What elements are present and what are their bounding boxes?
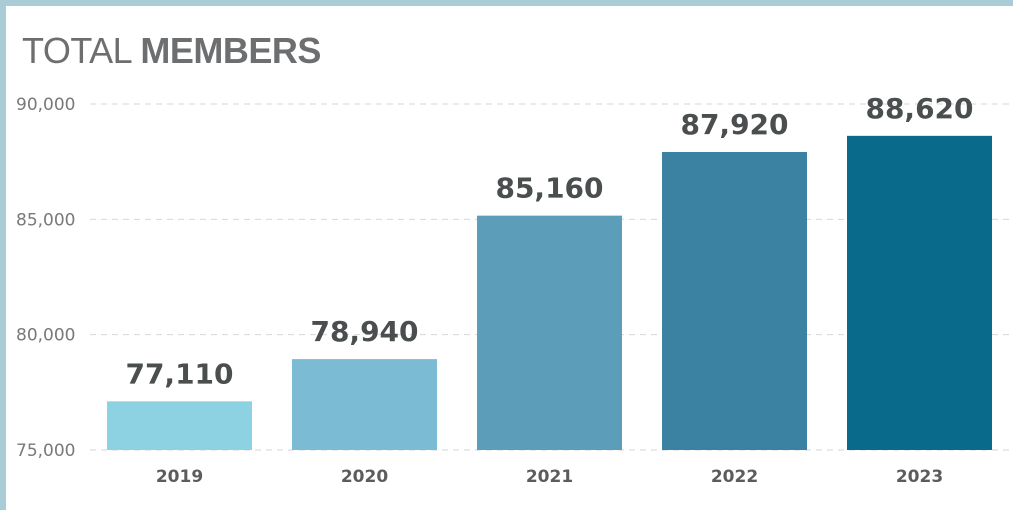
- bar-2022: [662, 151, 807, 450]
- x-tick-label-2020: 2020: [341, 467, 388, 487]
- data-label-2020: 78,940: [310, 315, 418, 348]
- chart-title-light: TOTAL: [22, 30, 131, 71]
- y-tick-label: 90,000: [16, 95, 75, 115]
- data-label-2022: 87,920: [680, 108, 788, 141]
- bar-2021: [477, 215, 622, 450]
- data-labels: 77,110 78,940 85,160 87,920 88,620: [125, 92, 973, 390]
- chart-title: TOTAL MEMBERS: [22, 30, 321, 72]
- y-tick-label: 85,000: [16, 210, 75, 230]
- x-axis: 2019 2020 2021 2022 2023: [156, 467, 943, 487]
- x-tick-label-2021: 2021: [526, 467, 573, 487]
- data-label-2021: 85,160: [495, 172, 603, 205]
- y-tick-label: 75,000: [16, 441, 75, 461]
- bar-2023: [847, 135, 992, 450]
- x-tick-label-2019: 2019: [156, 467, 203, 487]
- bars: [107, 135, 992, 450]
- y-axis: 75,000 80,000 85,000 90,000: [16, 95, 75, 461]
- data-label-2019: 77,110: [125, 357, 233, 390]
- data-label-2023: 88,620: [865, 92, 973, 125]
- x-tick-label-2022: 2022: [711, 467, 758, 487]
- x-tick-label-2023: 2023: [896, 467, 943, 487]
- bar-2020: [292, 359, 437, 450]
- y-tick-label: 80,000: [16, 326, 75, 346]
- chart-title-bold: MEMBERS: [140, 30, 321, 71]
- bar-2019: [107, 401, 252, 450]
